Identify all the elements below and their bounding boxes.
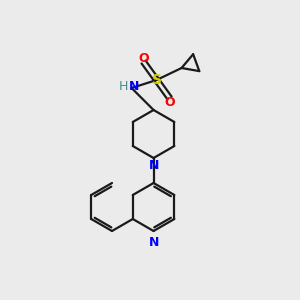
Text: N: N xyxy=(148,159,159,172)
Text: O: O xyxy=(138,52,149,64)
Text: S: S xyxy=(152,73,162,87)
Text: N: N xyxy=(128,80,139,94)
Text: N: N xyxy=(148,236,159,249)
Text: O: O xyxy=(164,95,175,109)
Text: H: H xyxy=(119,80,128,94)
